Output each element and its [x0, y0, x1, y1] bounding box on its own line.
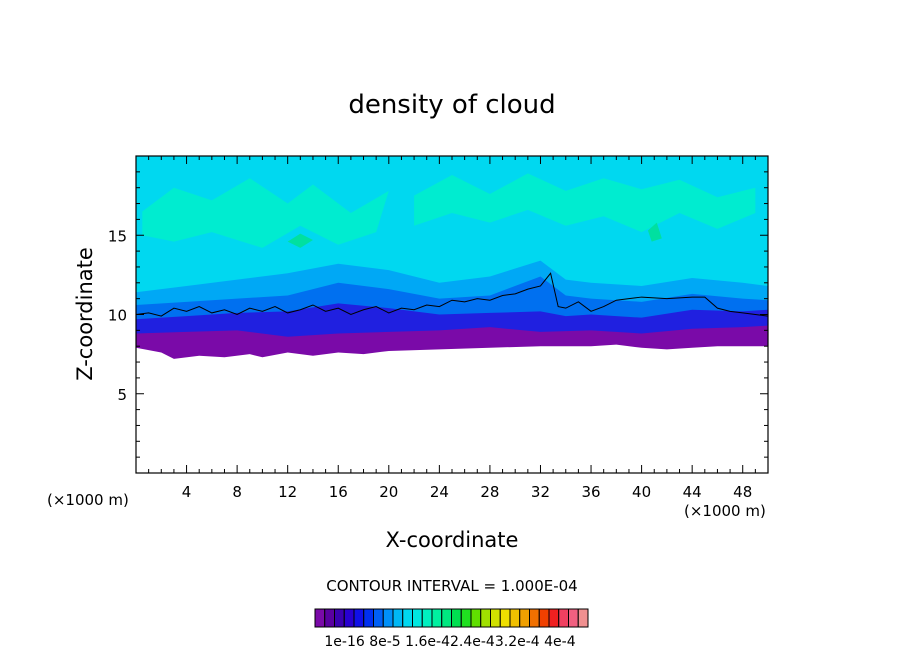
colorbar-swatch — [353, 608, 365, 628]
x-tick-label: 48 — [733, 483, 752, 501]
colorbar-swatch — [558, 608, 569, 628]
colorbar-swatch — [392, 608, 404, 628]
contour-line — [136, 272, 768, 317]
colorbar-swatch — [577, 608, 589, 628]
colorbar-swatch — [451, 608, 462, 628]
colorbar-swatch — [324, 608, 335, 628]
colorbar-swatch — [490, 608, 501, 628]
colorbar-swatch — [314, 608, 326, 628]
colorbar-swatch — [499, 608, 511, 628]
contour-patch-0 — [142, 178, 389, 248]
colorbar-labels: 1e-16 8e-5 1.6e-42.4e-43.2e-4 4e-4 — [324, 634, 575, 650]
x-tick-label: 20 — [379, 483, 398, 501]
x-tick-label: 12 — [278, 483, 297, 501]
x-tick-label: 32 — [531, 483, 550, 501]
colorbar-swatch — [412, 608, 423, 628]
contour-patch-5 — [647, 222, 662, 242]
x-tick-label: 4 — [182, 483, 192, 501]
x-tick-label: 16 — [329, 483, 348, 501]
contour-patch-4 — [287, 233, 313, 248]
y-tick-label: 15 — [108, 227, 127, 245]
x-axis-unit: (×1000 m) — [47, 491, 129, 509]
colorbar-swatch — [382, 608, 394, 628]
colorbar-swatch — [431, 608, 443, 628]
colorbar-swatch — [548, 608, 560, 628]
y-axis-label: Z-coordinate — [73, 247, 97, 381]
x-tick-label: 8 — [232, 483, 242, 501]
contour-interval-text: CONTOUR INTERVAL = 1.000E-04 — [326, 577, 577, 595]
contour-patch-2 — [464, 227, 528, 267]
chart-title: density of cloud — [348, 90, 555, 120]
colorbar-swatch — [402, 608, 413, 628]
colorbar-swatch — [343, 608, 355, 628]
x-axis-label: X-coordinate — [386, 528, 519, 552]
colorbar-swatch — [441, 608, 452, 628]
x-tick-label: 28 — [480, 483, 499, 501]
x-tick-label: 44 — [683, 483, 702, 501]
colorbar-swatch — [568, 608, 579, 628]
colorbar-swatch — [538, 608, 550, 628]
contour-patch-3 — [578, 235, 642, 274]
heatmap-area — [136, 156, 768, 359]
contour-patch-1 — [414, 173, 756, 233]
colorbar-swatch — [519, 608, 530, 628]
colorbar-swatch — [334, 608, 345, 628]
colorbar-swatch — [460, 608, 472, 628]
x-tick-label: 36 — [581, 483, 600, 501]
y-tick-label: 5 — [117, 386, 127, 404]
colorbar-swatch — [529, 608, 540, 628]
colorbar-swatch — [421, 608, 433, 628]
colorbar-swatch — [363, 608, 374, 628]
colorbar — [314, 608, 589, 628]
x-tick-label: 24 — [430, 483, 449, 501]
x-tick-label: 40 — [632, 483, 651, 501]
colorbar-swatch — [480, 608, 491, 628]
y-tick-label: 10 — [108, 307, 127, 325]
colorbar-swatch — [509, 608, 521, 628]
y-axis-unit: (×1000 m) — [684, 502, 766, 520]
colorbar-swatch — [373, 608, 384, 628]
colorbar-swatch — [470, 608, 482, 628]
